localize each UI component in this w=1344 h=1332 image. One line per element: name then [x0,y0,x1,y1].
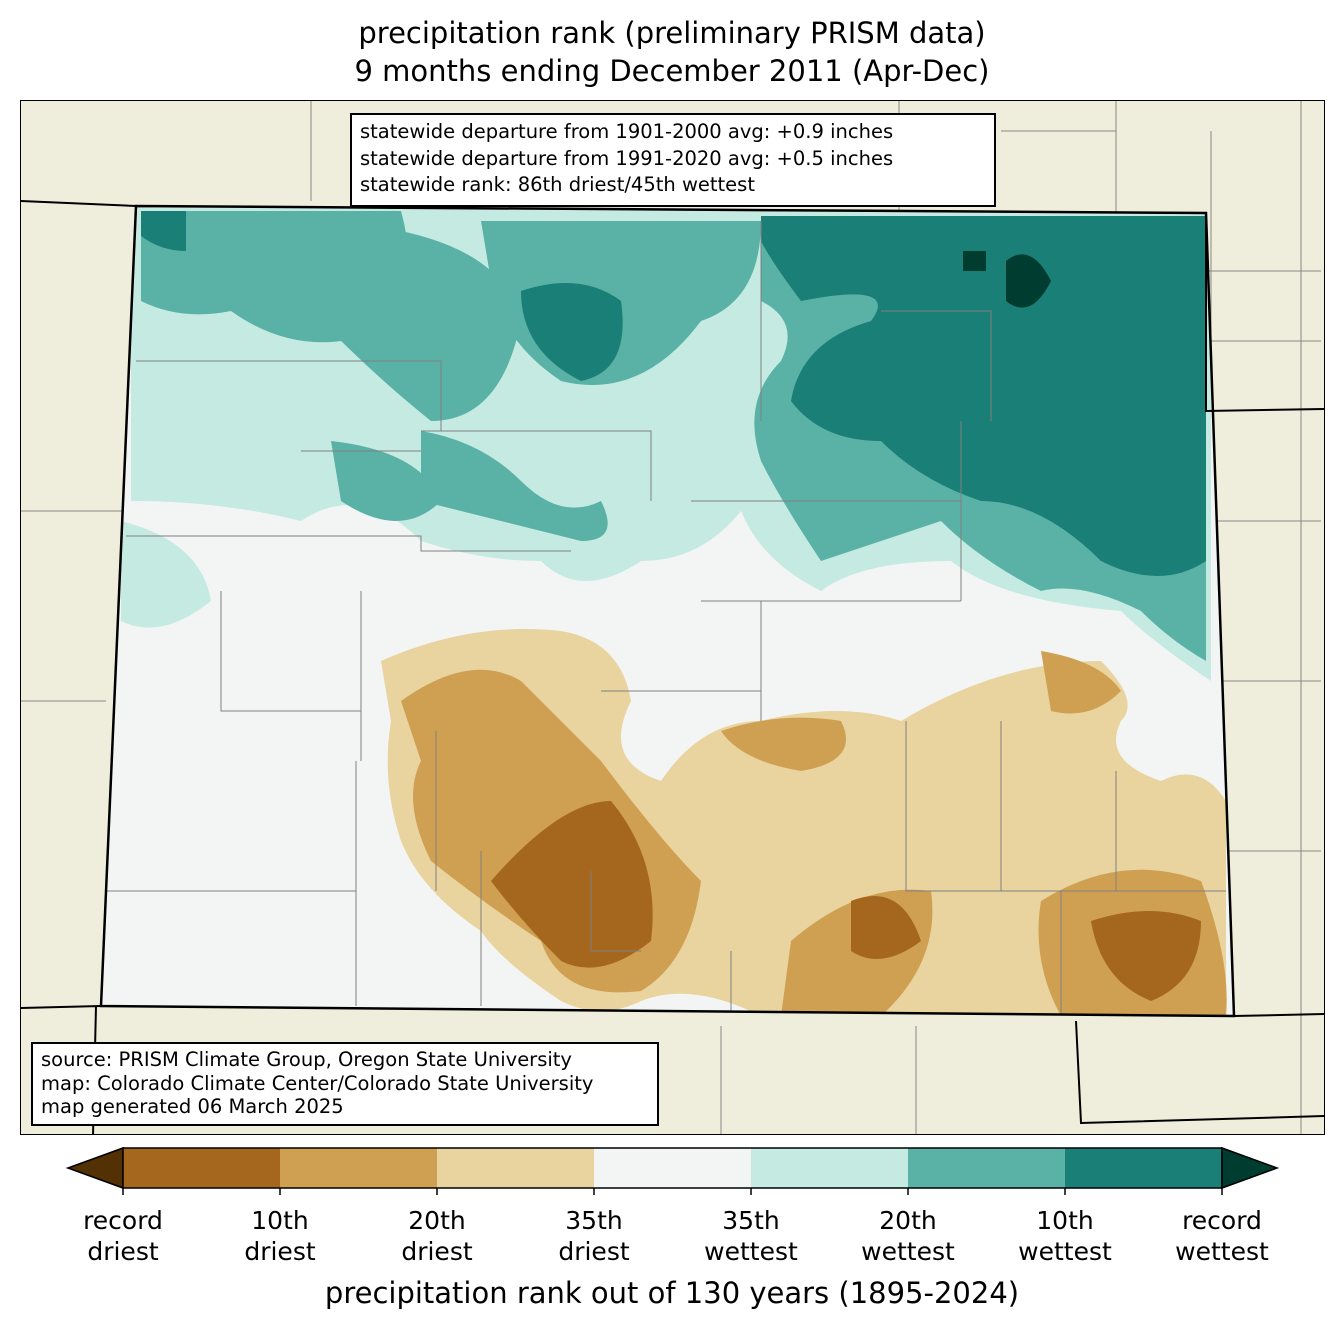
colorbar-segment [751,1148,908,1188]
generated-date-text: map generated 06 March 2025 [41,1095,344,1118]
colorbar-segment [908,1148,1065,1188]
colorbar-segment [1065,1148,1222,1188]
neighbor-state-borders [21,200,1324,1134]
tick-label-line: wettest [1018,1237,1112,1266]
colorbar-tick-label: 10th wettest [995,1205,1135,1267]
colorbar-tick-label: 10th driest [210,1205,350,1267]
tick-label-line: 10th [1036,1206,1094,1235]
colorbar-extend-low [66,1146,124,1190]
tick-label-line: 35th [722,1206,780,1235]
tick-label-line: wettest [1175,1237,1269,1266]
tick-label-line: record [83,1206,163,1235]
source-box: source: PRISM Climate Group, Oregon Stat… [31,1042,659,1126]
colorbar-tick-label: 35th driest [524,1205,664,1267]
county-lines [101,221,1226,1016]
colorbar-tick-label: 35th wettest [681,1205,821,1267]
tick-label-line: wettest [704,1237,798,1266]
tick-label-line: driest [401,1237,473,1266]
colorbar-tick-label: 20th wettest [838,1205,978,1267]
colorbar-segment [437,1148,594,1188]
colorbar-label: precipitation rank out of 130 years (189… [324,1276,1020,1310]
tick-label-line: 20th [879,1206,937,1235]
colorbar-outline [122,1147,1223,1189]
departure-1901-2000: statewide departure from 1901-2000 avg: … [360,120,894,143]
tick-label-line: 10th [251,1206,309,1235]
tick-label-line: wettest [861,1237,955,1266]
source-text: source: PRISM Climate Group, Oregon Stat… [41,1048,572,1071]
rank-contours [121,206,1227,1016]
map-title: precipitation rank (preliminary PRISM da… [358,16,986,50]
map-svg [21,101,1324,1134]
colorbar-segment [123,1148,280,1188]
tick-label-line: driest [244,1237,316,1266]
precipitation-rank-map [20,100,1325,1135]
colorbar-tick-label: record wettest [1152,1205,1292,1267]
colorbar-extend-high [1221,1146,1280,1190]
tick-label-line: 20th [408,1206,466,1235]
tick-label-line: record [1182,1206,1262,1235]
map-credit-text: map: Colorado Climate Center/Colorado St… [41,1071,594,1095]
tick-label-line: 35th [565,1206,623,1235]
departure-1991-2020: statewide departure from 1991-2020 avg: … [360,146,894,170]
statewide-stats-box: statewide departure from 1901-2000 avg: … [350,113,996,207]
tick-label-line: driest [87,1237,159,1266]
colorbar-segment [280,1148,437,1188]
statewide-rank: statewide rank: 86th driest/45th wettest [360,173,755,196]
colorbar [66,1146,1280,1195]
map-subtitle: 9 months ending December 2011 (Apr-Dec) [354,54,990,88]
colorbar-segment [594,1148,751,1188]
colorbar-tick-label: record driest [53,1205,193,1267]
colorbar-tick-label: 20th driest [367,1205,507,1267]
tick-label-line: driest [558,1237,630,1266]
